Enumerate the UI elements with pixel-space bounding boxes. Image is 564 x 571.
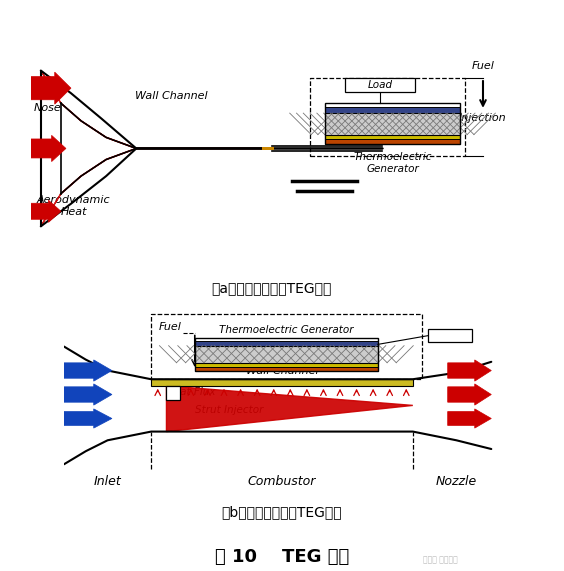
Text: Injection: Injection: [459, 113, 507, 123]
Text: Load: Load: [437, 331, 462, 341]
Bar: [325, 113, 460, 135]
Polygon shape: [41, 148, 272, 226]
Text: Heat Flux: Heat Flux: [166, 387, 216, 397]
Polygon shape: [64, 360, 112, 381]
Bar: [151, 379, 413, 386]
Text: Fuel: Fuel: [472, 61, 495, 71]
Text: Nozzle: Nozzle: [436, 475, 477, 488]
Polygon shape: [166, 386, 413, 432]
Polygon shape: [28, 135, 66, 162]
Bar: [195, 367, 378, 371]
Bar: [195, 341, 378, 345]
Text: Wall Channel: Wall Channel: [246, 366, 318, 376]
Text: Fuel: Fuel: [159, 322, 182, 332]
Text: 图 10    TEG 系统: 图 10 TEG 系统: [215, 548, 349, 566]
Text: Thermoelectric Generator: Thermoelectric Generator: [219, 325, 354, 335]
Bar: [195, 363, 378, 367]
Text: Load: Load: [367, 80, 393, 90]
Polygon shape: [28, 200, 61, 222]
Polygon shape: [28, 72, 71, 104]
Text: Nose: Nose: [33, 103, 61, 113]
Polygon shape: [448, 360, 491, 381]
Bar: [310, 78, 465, 156]
Bar: [195, 338, 378, 371]
Bar: [428, 329, 472, 342]
Text: Combustor: Combustor: [248, 475, 316, 488]
Text: （a）空气动力热下TEG系统: （a）空气动力热下TEG系统: [212, 282, 332, 296]
Polygon shape: [64, 384, 112, 405]
Bar: [166, 386, 179, 400]
Polygon shape: [41, 71, 272, 148]
Text: Strut Injector: Strut Injector: [196, 405, 264, 415]
Text: Wall Channel: Wall Channel: [135, 91, 208, 100]
Text: Aerodynamic
Heat: Aerodynamic Heat: [37, 195, 111, 217]
Polygon shape: [448, 384, 491, 405]
Text: Inlet: Inlet: [94, 475, 121, 488]
Bar: [151, 314, 421, 379]
Text: Thermoelectric
Generator: Thermoelectric Generator: [353, 152, 432, 174]
Text: （b）发动机散热下TEG系统: （b）发动机散热下TEG系统: [222, 505, 342, 519]
Bar: [262, 147, 275, 150]
Bar: [195, 345, 378, 363]
Bar: [325, 107, 460, 113]
Polygon shape: [64, 409, 112, 428]
Bar: [345, 78, 415, 92]
Text: 公众号 掴哥网络: 公众号 掴哥网络: [422, 555, 457, 564]
Polygon shape: [448, 409, 491, 428]
Bar: [325, 139, 460, 144]
Bar: [325, 135, 460, 139]
Bar: [325, 103, 460, 144]
